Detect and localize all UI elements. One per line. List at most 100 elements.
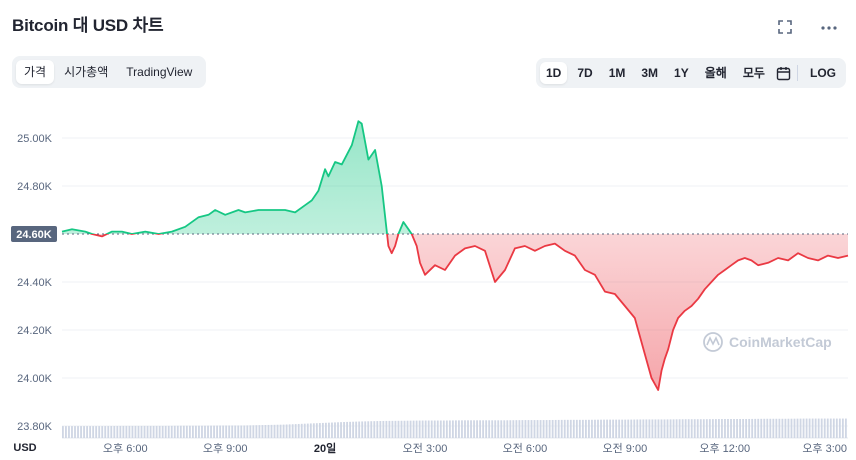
volume-bar xyxy=(669,419,672,438)
volume-bar xyxy=(714,419,717,438)
volume-bar xyxy=(325,422,327,438)
volume-bar xyxy=(400,420,403,438)
range-3m-button[interactable]: 3M xyxy=(641,66,659,80)
volume-bar xyxy=(754,418,757,438)
volume-bar xyxy=(65,426,67,438)
range-all-button[interactable]: 모두 xyxy=(742,66,765,80)
divider xyxy=(797,65,798,81)
expand-icon[interactable] xyxy=(776,18,794,36)
volume-bar xyxy=(708,419,711,438)
volume-bar xyxy=(557,419,560,438)
more-horizontal-icon[interactable] xyxy=(820,18,838,36)
volume-bar xyxy=(784,418,787,438)
volume-bar xyxy=(373,421,376,438)
volume-bar xyxy=(742,418,745,438)
volume-bar xyxy=(191,425,194,438)
volume-bar xyxy=(282,424,285,438)
volume-bar xyxy=(167,425,170,438)
volume-bar xyxy=(645,419,648,438)
volume-bar xyxy=(198,425,200,438)
volume-bar xyxy=(612,419,615,438)
volume-bar xyxy=(388,420,391,438)
volume-bar xyxy=(566,419,569,438)
volume-bar xyxy=(811,418,814,438)
volume-bar xyxy=(563,419,566,438)
volume-bar xyxy=(207,425,209,438)
volume-bar xyxy=(690,419,693,438)
volume-bar xyxy=(436,420,439,438)
volume-bar xyxy=(445,420,448,438)
volume-bar xyxy=(506,420,509,438)
volume-bar xyxy=(104,426,107,438)
volume-bar xyxy=(258,425,261,438)
volume-bar xyxy=(491,420,494,438)
volume-bar xyxy=(62,426,64,438)
x-tick-label: 오후 12:00 xyxy=(699,442,750,455)
volume-bar xyxy=(267,424,270,438)
volume-bar xyxy=(300,423,303,438)
volume-bar xyxy=(188,425,191,438)
volume-bar xyxy=(609,419,611,438)
tab-market-cap[interactable]: 시가총액 xyxy=(64,65,109,79)
volume-bar xyxy=(240,425,243,438)
volume-bar xyxy=(733,418,735,438)
volume-bar xyxy=(403,420,406,438)
volume-bar xyxy=(814,418,817,438)
volume-bar xyxy=(201,425,203,438)
volume-bar xyxy=(134,425,137,438)
volume-bar xyxy=(575,419,578,438)
volume-bar xyxy=(98,426,101,438)
volume-bar xyxy=(448,420,451,438)
volume-bar xyxy=(204,425,206,438)
volume-bar xyxy=(551,419,554,438)
volume-bar xyxy=(696,419,699,438)
volume-bar xyxy=(648,419,651,438)
volume-bar xyxy=(775,418,778,438)
volume-bar xyxy=(467,420,469,438)
volume-bar xyxy=(820,418,823,438)
volume-bar xyxy=(721,419,723,438)
volume-bar xyxy=(458,420,460,438)
volume-bar xyxy=(116,425,119,438)
volume-bar xyxy=(285,424,288,438)
volume-bar xyxy=(711,419,714,438)
volume-bar xyxy=(376,421,379,438)
volume-bar xyxy=(237,425,240,438)
range-7d-button[interactable]: 7D xyxy=(577,66,593,80)
volume-bar xyxy=(530,420,533,438)
volume-bar xyxy=(588,419,590,438)
volume-bar xyxy=(769,418,772,438)
volume-bar xyxy=(572,419,575,438)
volume-bar xyxy=(270,424,273,438)
range-1d-button[interactable]: 1D xyxy=(540,62,568,84)
volume-bar xyxy=(630,419,633,438)
volume-bar xyxy=(273,424,276,438)
volume-bar xyxy=(476,420,478,438)
range-1m-button[interactable]: 1M xyxy=(608,66,626,80)
calendar-icon[interactable] xyxy=(775,62,791,84)
volume-bar xyxy=(663,419,666,438)
volume-bar xyxy=(397,420,400,438)
range-1y-button[interactable]: 1Y xyxy=(674,66,689,80)
volume-bar xyxy=(497,420,500,438)
baseline-label: 24.60K xyxy=(11,226,57,242)
currency-label: USD xyxy=(13,442,36,454)
volume-bar xyxy=(243,425,246,438)
range-ytd-button[interactable]: 올해 xyxy=(704,66,727,80)
tab-price[interactable]: 가격 xyxy=(16,60,55,84)
volume-bar xyxy=(86,426,89,438)
volume-bar xyxy=(672,419,675,438)
volume-bar xyxy=(482,420,485,438)
tab-tradingview[interactable]: TradingView xyxy=(126,65,193,79)
volume-bar xyxy=(128,425,131,438)
volume-bar xyxy=(179,425,182,438)
x-tick-label: 20일 xyxy=(314,441,336,455)
volume-bar xyxy=(255,425,258,438)
volume-bar xyxy=(155,425,158,438)
log-scale-button[interactable]: LOG xyxy=(810,66,836,80)
volume-bar xyxy=(412,420,415,438)
volume-bar xyxy=(315,423,318,438)
volume-bar xyxy=(494,420,497,438)
volume-bar xyxy=(524,420,527,438)
